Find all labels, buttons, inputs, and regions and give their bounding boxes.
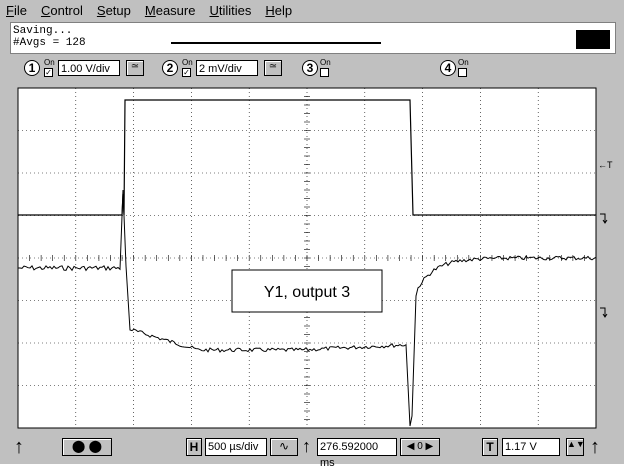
right-arrow-icon[interactable]: ↑ xyxy=(590,436,600,458)
trigger-level-field[interactable]: 1.17 V xyxy=(502,438,560,456)
menu-item[interactable]: Control xyxy=(40,3,83,18)
channel-number[interactable]: 1 xyxy=(24,60,40,76)
on-label: On xyxy=(44,58,55,67)
graticule xyxy=(17,87,597,429)
scale-field[interactable]: 2 mV/div xyxy=(196,60,258,76)
checkbox[interactable] xyxy=(320,68,329,77)
layout-button[interactable] xyxy=(576,30,610,49)
menu-item[interactable]: Setup xyxy=(96,3,131,18)
delay-buttons[interactable]: ◀ 0 ▶ xyxy=(400,438,440,456)
annotation-box xyxy=(231,269,383,313)
progress-bar xyxy=(171,42,381,44)
delay-icon: ↑ xyxy=(302,436,311,456)
status-panel: Saving... #Avgs = 128 xyxy=(10,22,616,54)
channel-row: 1 On ✓ 1.00 V/div ≃ 2 On ✓ 2 mV/div ≃ 3 … xyxy=(0,56,624,84)
arrow-buttons[interactable]: ∿ xyxy=(270,438,298,456)
annotation: Y1, output 3 xyxy=(264,284,350,301)
bottom-bar: ↑ ⬤ ⬤ H 500 µs/div ∿ ↑ 276.592000 ms ◀ 0… xyxy=(0,434,624,469)
on-label: On xyxy=(458,58,469,67)
coupling-button[interactable]: ≃ xyxy=(126,60,144,76)
scope-screen: Y1, output 3 ←T xyxy=(17,87,613,429)
trigger-marker: ←T xyxy=(598,160,613,170)
trace-channel-2 xyxy=(18,189,597,427)
channel-number[interactable]: 3 xyxy=(302,60,318,76)
coupling-button[interactable]: ≃ xyxy=(264,60,282,76)
left-arrow-icon[interactable]: ↑ xyxy=(14,436,24,458)
scale-field[interactable]: 1.00 V/div xyxy=(58,60,120,76)
checkbox[interactable]: ✓ xyxy=(182,68,191,77)
h-button[interactable]: H xyxy=(186,438,202,456)
checkbox[interactable] xyxy=(458,68,467,77)
t-button[interactable]: T xyxy=(482,438,498,456)
menu-bar: File Control Setup Measure Utilities Help xyxy=(6,3,306,18)
on-label: On xyxy=(320,58,331,67)
checkbox[interactable]: ✓ xyxy=(44,68,53,77)
on-label: On xyxy=(182,58,193,67)
status-text: #Avgs = 128 xyxy=(13,37,86,49)
menu-item[interactable]: File xyxy=(6,3,27,18)
channel-number[interactable]: 4 xyxy=(440,60,456,76)
status-text: Saving... xyxy=(13,25,73,37)
delay-field[interactable]: 276.592000 ms xyxy=(317,438,397,469)
channel-number[interactable]: 2 xyxy=(162,60,178,76)
menu-item[interactable]: Utilities xyxy=(209,3,252,18)
menu-item[interactable]: Help xyxy=(265,3,293,18)
menu-item[interactable]: Measure xyxy=(144,3,196,18)
ground-markers xyxy=(600,213,608,318)
timebase-field[interactable]: 500 µs/div xyxy=(205,438,267,456)
level-spinner[interactable]: ▲▼ xyxy=(566,438,585,456)
display-buttons[interactable]: ⬤ ⬤ xyxy=(62,438,112,456)
